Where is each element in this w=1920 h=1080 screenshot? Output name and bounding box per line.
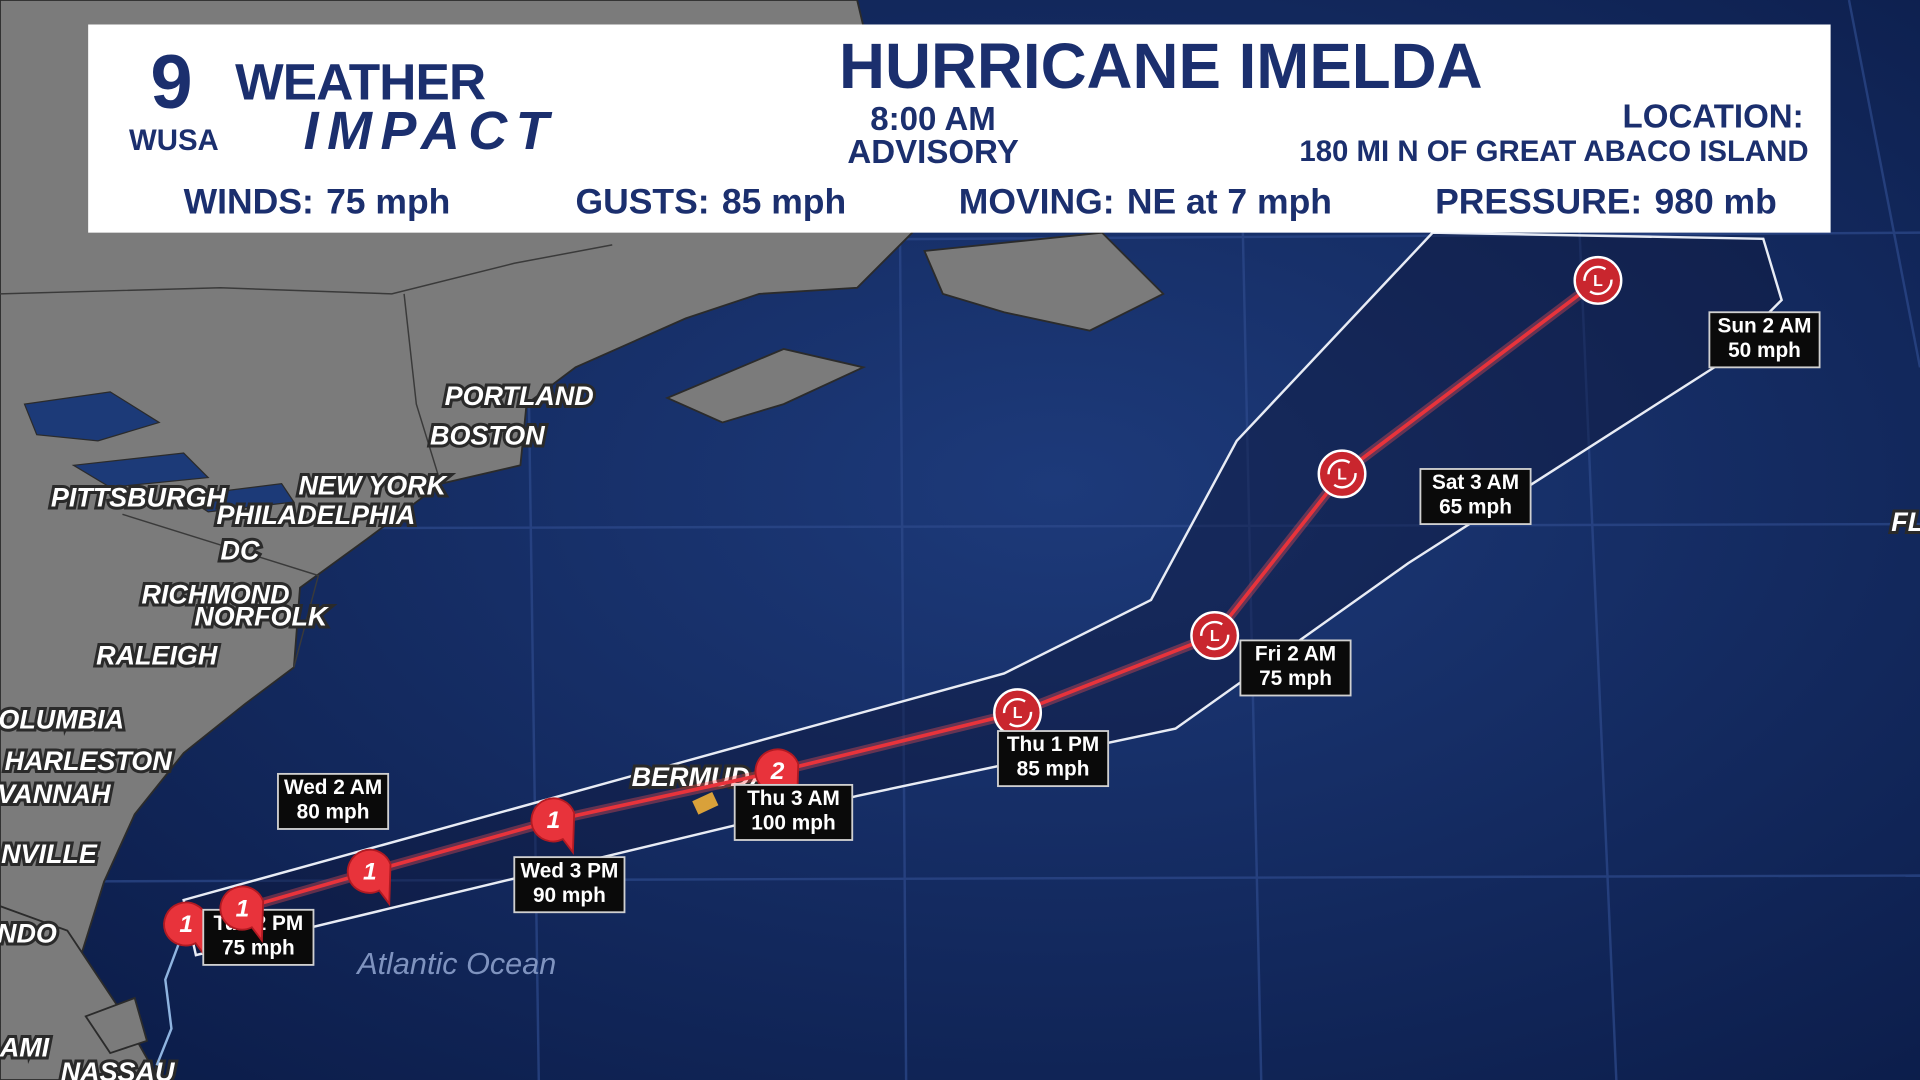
city-label: OLUMBIA [0,704,124,734]
hurricane-marker [219,885,265,944]
header-panel [88,24,1831,233]
stat-value: NE at 7 mph [1127,182,1332,222]
land [0,0,1165,1080]
category: 1 [547,807,561,834]
location-label: LOCATION: [1623,99,1804,136]
category: 1 [363,859,377,886]
forecast-wind: 65 mph [1439,496,1512,519]
category: 2 [770,758,785,785]
post-tropical-marker [1190,611,1240,660]
stat-value: 75 mph [326,182,450,222]
city-label: PHILADELPHIA [216,500,415,530]
logo-brand-top: WEATHER [235,52,486,110]
ocean-label: Atlantic Ocean [355,947,556,981]
city-label: NASSAU [61,1057,175,1080]
forecast-time: Sat 3 AM [1432,471,1519,494]
forecast-time: Wed 3 PM [520,859,618,882]
past-track [155,930,185,1066]
city-label: HARLESTON [5,746,173,776]
stat-label: GUSTS: [576,182,710,222]
forecast-label-box [277,772,390,830]
storm-title: HURRICANE IMELDA [839,31,1483,102]
city-label: FL [1891,507,1920,537]
forecast-label-box [733,783,854,841]
forecast-label-box [997,730,1110,788]
advisory-time: 8:00 AM [870,101,995,138]
category: L [1210,628,1220,645]
forecast-wind: 90 mph [533,884,606,907]
borders [0,244,613,668]
category: L [1593,273,1603,290]
forecast-time: Fri 2 AM [1255,643,1336,666]
post-tropical-marker [1573,255,1623,305]
forecast-wind: 50 mph [1728,339,1801,362]
city-label: AMI [0,1032,50,1062]
stats-row: WINDS: 75 mph GUSTS: 85 mph MOVING: NE at 7 m… [184,182,1777,222]
city-label: NORFOLK [194,601,330,631]
advisory-label: ADVISORY [847,134,1018,171]
forecast-label-box [1419,468,1532,525]
forecast-label-box [1239,639,1352,697]
stat: MOVING: NE at 7 mph [959,182,1332,222]
city-label: DC [221,535,260,565]
forecast-time: Sun 2 AM [1717,314,1811,337]
forecast-cone [182,231,1784,957]
stat-label: PRESSURE: [1435,182,1642,222]
stat: GUSTS: 85 mph [576,182,847,222]
logo-brand-bottom: IMPACT [304,101,553,161]
post-tropical-marker [1317,449,1367,499]
forecast-time: Wed 2 AM [284,776,382,799]
stat: PRESSURE: 980 mb [1435,182,1777,222]
city-label: NDO [0,919,57,949]
stat: WINDS: 75 mph [184,182,451,222]
forecast-wind: 85 mph [1017,758,1090,781]
category: L [1013,705,1023,722]
forecast-wind: 75 mph [222,936,295,959]
forecast-label-box [1708,311,1821,369]
city-label: NVILLE [1,839,98,869]
city-label: NEW YORK [298,470,448,500]
hurricane-marker [346,848,392,907]
location: 180 MI N OF GREAT ABACO ISLAND [1299,135,1808,168]
forecast-time: Thu 3 AM [747,787,840,810]
forecast-wind: 100 mph [751,812,835,835]
stat-value: 85 mph [722,182,846,222]
post-tropical-ring [1327,459,1357,489]
forecast-label-box [513,856,626,914]
great-lakes [23,391,295,513]
category: 1 [236,895,250,922]
forecast-wind: 80 mph [297,801,370,824]
city-label: PITTSBURGH [51,483,227,513]
city-label: RICHMOND [141,579,289,609]
logo-station: WUSA [129,124,219,157]
track-layer: PORTLAND BOSTON NEW YORK PITTSBURGHPHILADEL… [0,255,1920,1080]
post-tropical-ring [1583,265,1613,296]
post-tropical-ring [1002,697,1033,728]
logo-channel: 9 [150,40,192,125]
city-label: BOSTON [430,420,545,450]
forecast-wind: 75 mph [1259,667,1332,690]
city-label: PORTLAND [445,381,594,411]
stat-label: WINDS: [184,182,314,222]
category: 1 [179,911,193,938]
forecast-time: Thu 1 PM [1007,733,1099,756]
post-tropical-ring [1200,620,1230,651]
city-label: RALEIGH [96,641,218,671]
stat-value: 980 mb [1654,182,1776,222]
bermuda-marker [692,791,719,815]
city-label: VANNAH [0,779,111,809]
stat-label: MOVING: [959,182,1115,222]
hurricane-marker [530,797,576,856]
category: L [1337,466,1347,483]
